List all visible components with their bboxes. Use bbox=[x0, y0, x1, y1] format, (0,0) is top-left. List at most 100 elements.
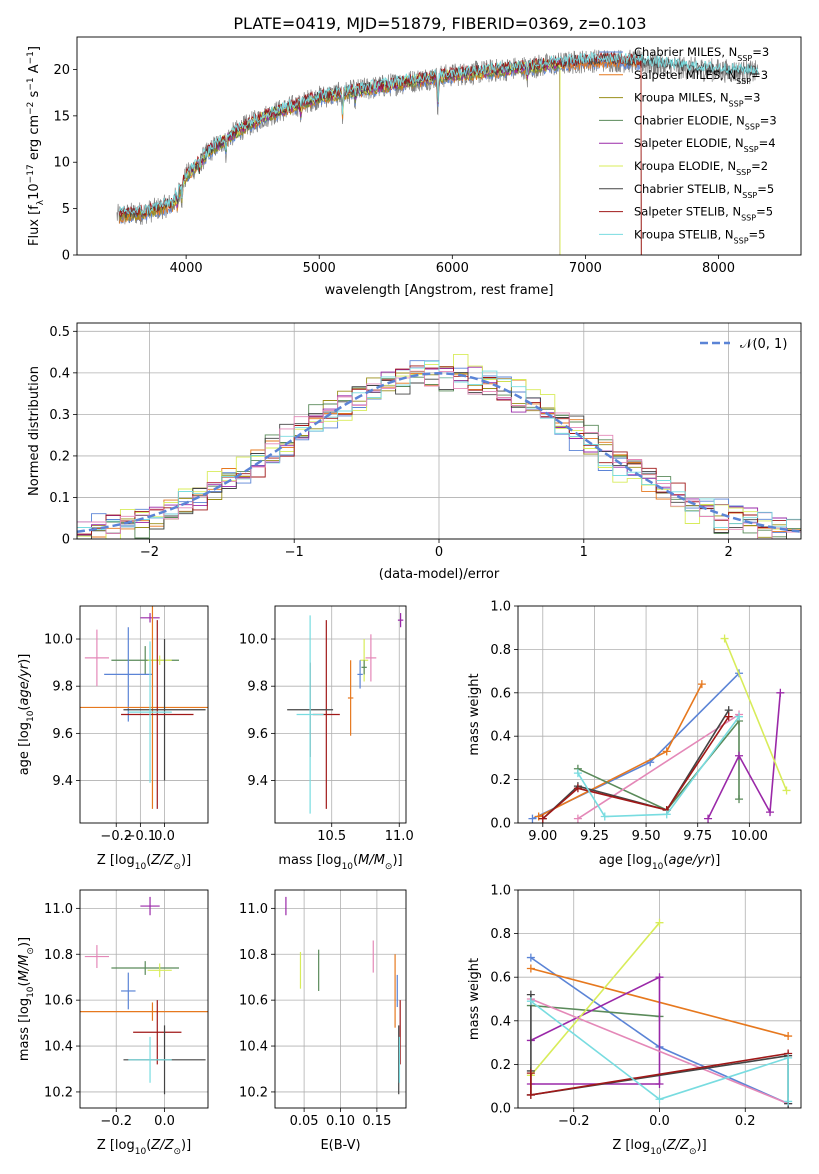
weight-series-line bbox=[530, 922, 661, 1076]
weight-point-marker bbox=[784, 1053, 793, 1062]
y-axis-label: mass weight bbox=[467, 958, 482, 1040]
spectrum-panel: 4000 5000 6000 7000 8000 0 5 10 15 20 wavelength [… bbox=[26, 36, 802, 298]
errorbar-point bbox=[80, 606, 208, 809]
legend: 𝒩(0, 1) bbox=[700, 337, 787, 352]
gaussian-curve bbox=[77, 372, 801, 533]
y-tick-label: 10.8 bbox=[239, 948, 268, 963]
age_vs_mass-plot-area bbox=[287, 613, 404, 814]
weight-point-marker bbox=[662, 747, 671, 756]
plot-frame bbox=[76, 36, 802, 256]
x-tick-label: 0.10 bbox=[326, 1114, 355, 1129]
plot-frame bbox=[274, 605, 407, 824]
weight-point-marker bbox=[655, 1095, 664, 1104]
y-tick-label: 0.0 bbox=[490, 817, 511, 832]
weight-series-line bbox=[577, 718, 740, 811]
errorbar-point bbox=[347, 660, 354, 736]
errorbar-point bbox=[397, 613, 404, 628]
x-tick-label: 11.0 bbox=[385, 829, 414, 844]
errorbar-point bbox=[357, 660, 363, 689]
y-tick-label: 0.6 bbox=[490, 686, 511, 701]
errorbar-point bbox=[365, 634, 377, 682]
y-tick-label: 0.2 bbox=[49, 449, 70, 464]
legend-entry: Kroupa STELIB, NSSP=5 bbox=[634, 227, 765, 245]
x-tick-label: 1 bbox=[580, 545, 588, 560]
plot-frame bbox=[79, 605, 209, 824]
weight-point-marker bbox=[573, 784, 582, 793]
weight-series-line bbox=[577, 713, 740, 820]
mass_vs_Z-panel: −0.2 0.0 10.2 10.4 10.6 10.8 11.0 Z [log10(Z/Z⊙… bbox=[17, 889, 209, 1157]
y-tick-label: 9.8 bbox=[52, 680, 73, 695]
y-tick-label: 0.5 bbox=[49, 325, 70, 340]
weight-point-marker bbox=[526, 1090, 535, 1099]
weight-point-marker bbox=[600, 812, 609, 821]
y-tick-label: 0.1 bbox=[49, 491, 70, 506]
x-axis-label: mass [log10(M/M⊙)] bbox=[278, 853, 402, 872]
errorbar-point bbox=[111, 961, 180, 975]
x-tick-label: 5000 bbox=[303, 261, 336, 276]
weight-point-marker bbox=[538, 814, 547, 823]
x-tick-label: 9.25 bbox=[580, 829, 609, 844]
weight_vs_Z-panel: −0.2 0.0 0.2 0.0 0.2 0.4 0.6 0.8 1.0 mass weight Z… bbox=[467, 884, 802, 1157]
y-tick-label: 9.4 bbox=[247, 774, 268, 789]
y-tick-label: 0.3 bbox=[49, 408, 70, 423]
weight-series-line bbox=[530, 1000, 789, 1102]
errorbar-point bbox=[84, 945, 109, 969]
y-axis-label: Normed distribution bbox=[27, 366, 42, 496]
y-tick-label: 0.6 bbox=[490, 971, 511, 986]
weight-point-marker bbox=[735, 795, 744, 804]
y-tick-label: 10.6 bbox=[239, 994, 268, 1009]
y-tick-label: 9.4 bbox=[52, 774, 73, 789]
x-tick-label: 0.0 bbox=[154, 829, 175, 844]
y-tick-label: 0.8 bbox=[490, 927, 511, 942]
weight-point-marker bbox=[573, 814, 582, 823]
plot-frame bbox=[76, 322, 802, 540]
spectrum-model-line bbox=[119, 51, 642, 255]
weight-series-line bbox=[542, 716, 730, 820]
weight-series-line bbox=[723, 638, 788, 791]
weight-point-marker bbox=[534, 812, 543, 821]
weight-point-marker bbox=[655, 1080, 664, 1089]
weight-point-marker bbox=[782, 786, 791, 795]
y-tick-label: 0.2 bbox=[490, 773, 511, 788]
age_vs_mass-panel: 10.5 11.0 9.4 9.6 9.8 10.0 mass [log10(M/M⊙)] bbox=[239, 605, 414, 872]
weight-point-marker bbox=[526, 1069, 535, 1078]
mass_vs_EBV-plot-area bbox=[285, 896, 401, 1095]
errorbar-point bbox=[296, 615, 324, 814]
x-tick-label: 0.0 bbox=[154, 1114, 175, 1129]
x-tick-label: 0.0 bbox=[649, 1114, 670, 1129]
x-tick-label: −0.2 bbox=[100, 1114, 132, 1129]
weight-series-line bbox=[707, 692, 782, 820]
mass_vs_Z-plot-area bbox=[80, 896, 208, 1095]
x-tick-label: 7000 bbox=[569, 261, 602, 276]
y-axis-label: mass [log10(M/M⊙)] bbox=[17, 937, 36, 1061]
x-tick-label: 4000 bbox=[170, 261, 203, 276]
x-tick-label: −0.1 bbox=[125, 829, 157, 844]
y-tick-label: 10.2 bbox=[44, 1085, 73, 1100]
errorbar-point bbox=[140, 896, 160, 916]
x-tick-label: 9.75 bbox=[683, 829, 712, 844]
y-tick-label: 11.0 bbox=[44, 902, 73, 917]
errorbar-point bbox=[123, 639, 206, 781]
y-tick-label: 0.8 bbox=[490, 643, 511, 658]
errorbar-point bbox=[104, 627, 153, 722]
legend: Chabrier MILES, NSSP=3 Salpeter MILES, NS… bbox=[599, 45, 777, 245]
plot-frame bbox=[517, 889, 802, 1109]
errorbar-point bbox=[361, 660, 367, 675]
age_vs_Z-panel: −0.2−0.10.0 9.4 9.6 9.8 10.0 Z [log10(Z/Z⊙)] a… bbox=[17, 605, 209, 872]
x-tick-label: 9.50 bbox=[632, 829, 661, 844]
weight_vs_Z-plot-area bbox=[526, 918, 793, 1108]
weight-series-line bbox=[530, 998, 789, 1105]
y-tick-label: 9.8 bbox=[247, 680, 268, 695]
x-axis-label: wavelength [Angstrom, rest frame] bbox=[325, 283, 554, 298]
weight-series-line bbox=[542, 709, 730, 820]
y-tick-label: 9.6 bbox=[247, 727, 268, 742]
legend-entry: Kroupa MILES, NSSP=3 bbox=[634, 91, 760, 109]
x-axis-label: Z [log10(Z/Z⊙)] bbox=[97, 853, 191, 872]
x-tick-label: 0.05 bbox=[290, 1114, 319, 1129]
weight_vs_age-panel: 9.00 9.25 9.50 9.75 10.00 0.0 0.2 0.4 0.6 0.8 1.0 m… bbox=[467, 600, 802, 872]
errorbar-point bbox=[133, 1000, 182, 1065]
y-tick-label: 10.4 bbox=[239, 1040, 268, 1055]
legend-entry: Chabrier MILES, NSSP=3 bbox=[634, 45, 769, 63]
plot-frame bbox=[274, 889, 407, 1109]
errorbar-point bbox=[147, 655, 172, 665]
